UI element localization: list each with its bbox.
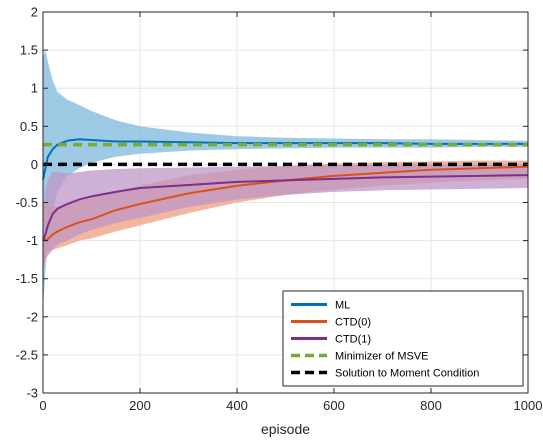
x-tick-label: 0 — [39, 398, 46, 413]
x-tick-label: 1000 — [514, 398, 543, 413]
legend-label-ctd0: CTD(0) — [335, 317, 371, 329]
y-tick-label: -2 — [26, 309, 38, 324]
legend: ML CTD(0) CTD(1) Minimizer of MSVE Solution … — [282, 290, 524, 387]
confidence-bands — [43, 50, 528, 310]
x-tick-label: 600 — [323, 398, 345, 413]
y-tick-label: -1 — [26, 233, 38, 248]
series-lines — [42, 138, 529, 242]
legend-label-ctd1: CTD(1) — [335, 334, 371, 346]
y-tick-label: -0.5 — [16, 195, 38, 210]
y-tick-label: -2.5 — [16, 347, 38, 362]
legend-label-ml: ML — [335, 300, 350, 312]
y-tick-label: 0 — [31, 157, 38, 172]
band-ctd1 — [43, 164, 528, 264]
x-tick-label: 200 — [129, 398, 151, 413]
y-tick-label: 0.5 — [20, 119, 38, 134]
x-tick-label: 800 — [420, 398, 442, 413]
y-tick-label: 1.5 — [20, 43, 38, 58]
legend-label-moment: Solution to Moment Condition — [335, 368, 479, 380]
y-tick-label: -1.5 — [16, 271, 38, 286]
x-tick-label: 400 — [226, 398, 248, 413]
x-axis-label: episode — [261, 421, 310, 437]
series-line-ctd1 — [42, 174, 529, 241]
series-line-ctd0 — [42, 165, 529, 242]
y-tick-label: 1 — [31, 81, 38, 96]
y-tick-label: 2 — [31, 5, 38, 20]
axis-ticks: 0 200 400 600 800 1000 -3 -2.5 -2 -1.5 -1 -0.5 0 0.5 1… — [16, 5, 543, 414]
legend-label-msve: Minimizer of MSVE — [335, 351, 429, 363]
y-tick-label: -3 — [26, 386, 38, 401]
